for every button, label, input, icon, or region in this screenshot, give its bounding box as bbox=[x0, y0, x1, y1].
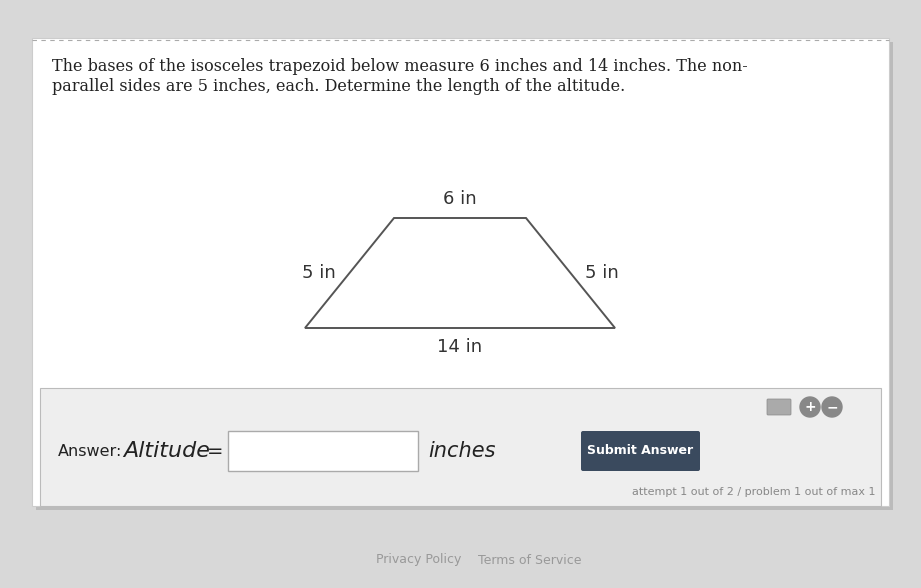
Text: =: = bbox=[207, 442, 224, 460]
Circle shape bbox=[800, 397, 820, 417]
Text: Privacy Policy: Privacy Policy bbox=[376, 553, 461, 566]
Polygon shape bbox=[305, 218, 615, 328]
Text: −: − bbox=[826, 400, 838, 414]
FancyBboxPatch shape bbox=[40, 388, 881, 506]
Text: inches: inches bbox=[428, 441, 495, 461]
Text: attempt 1 out of 2 / problem 1 out of max 1: attempt 1 out of 2 / problem 1 out of ma… bbox=[632, 487, 875, 497]
Text: parallel sides are 5 inches, each. Determine the length of the altitude.: parallel sides are 5 inches, each. Deter… bbox=[52, 78, 625, 95]
Text: +: + bbox=[804, 400, 816, 414]
Text: Terms of Service: Terms of Service bbox=[470, 553, 581, 566]
FancyBboxPatch shape bbox=[767, 399, 791, 415]
Text: 6 in: 6 in bbox=[443, 190, 477, 208]
Text: 5 in: 5 in bbox=[585, 264, 618, 282]
Text: Altitude: Altitude bbox=[123, 441, 210, 461]
Text: 14 in: 14 in bbox=[437, 338, 483, 356]
Text: Submit Answer: Submit Answer bbox=[588, 445, 694, 457]
FancyBboxPatch shape bbox=[36, 42, 893, 510]
Text: The bases of the isosceles trapezoid below measure 6 inches and 14 inches. The n: The bases of the isosceles trapezoid bel… bbox=[52, 58, 748, 75]
FancyBboxPatch shape bbox=[228, 431, 418, 471]
Circle shape bbox=[822, 397, 842, 417]
FancyBboxPatch shape bbox=[32, 38, 889, 506]
FancyBboxPatch shape bbox=[581, 431, 700, 471]
Text: 5 in: 5 in bbox=[302, 264, 335, 282]
Text: Answer:: Answer: bbox=[58, 443, 122, 459]
